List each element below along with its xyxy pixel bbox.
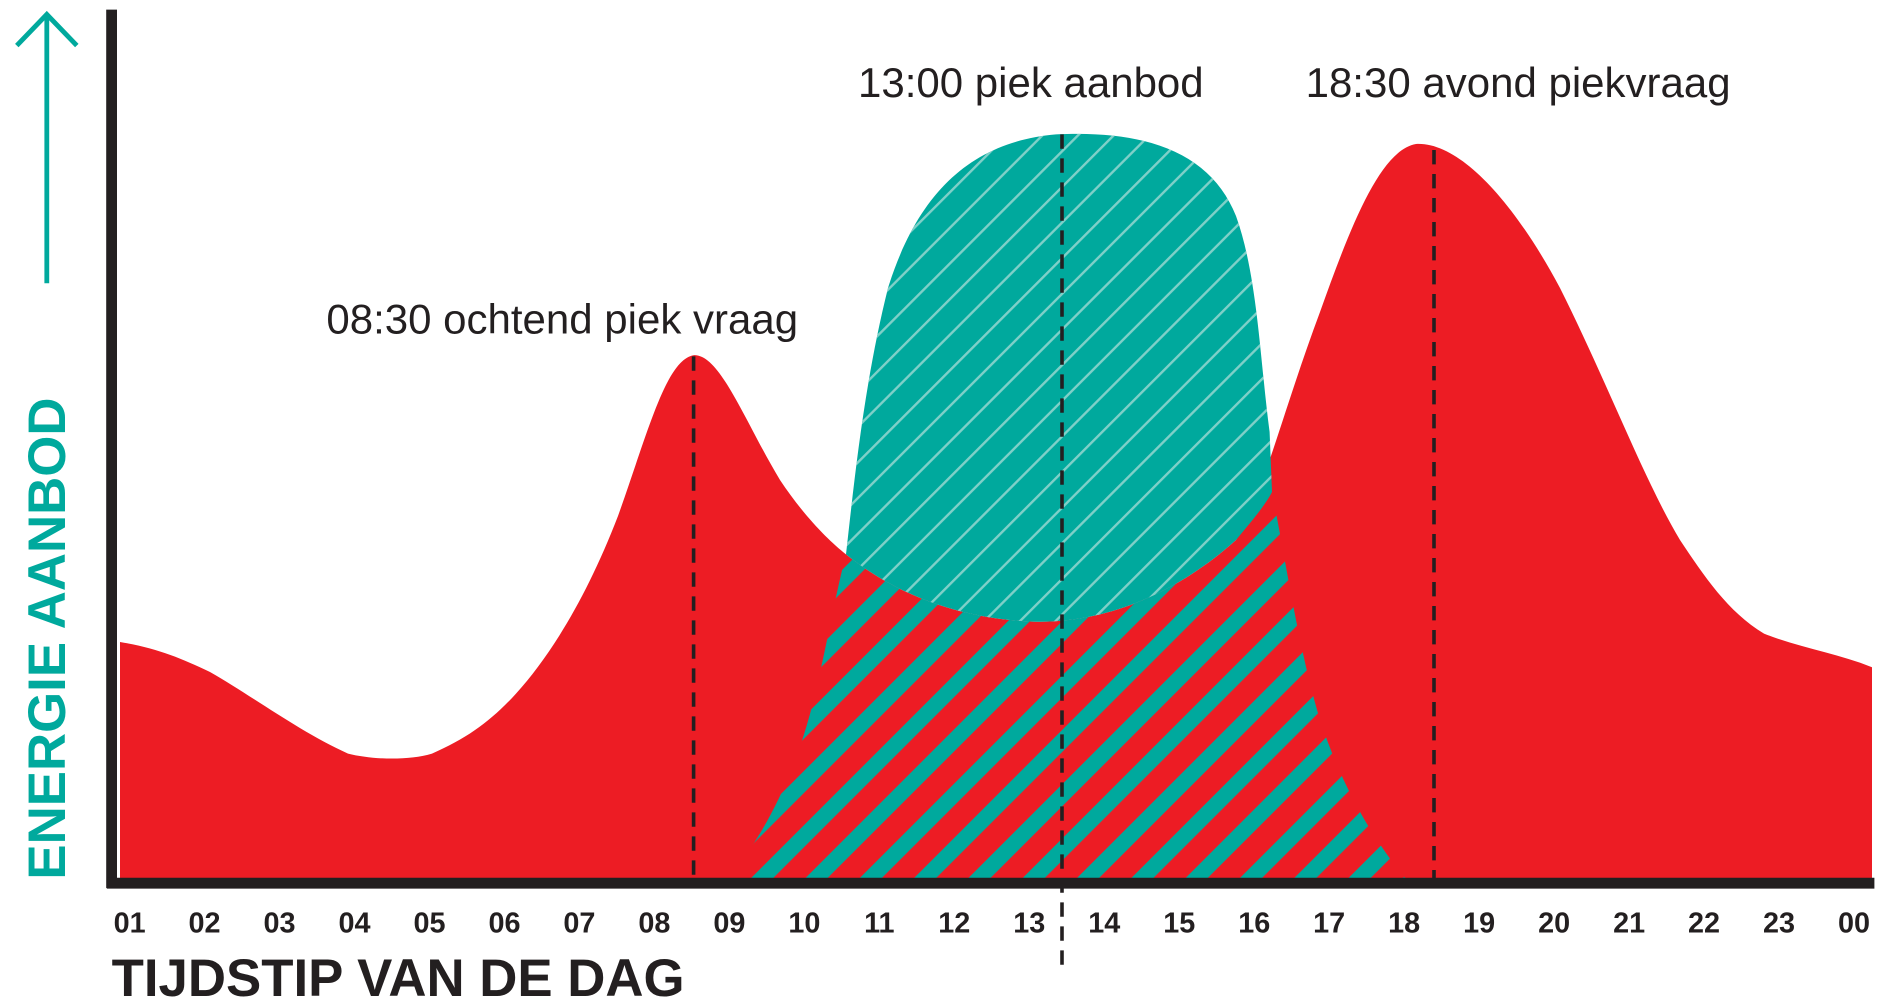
hour-labels: 01 02 03 04 05 06 07 08 09 10 11 12 13 14 15 16 17 18 19 20… [114,907,1870,939]
annotation: 13:00 piek aanbod [858,59,1204,106]
hour-label: 02 [189,907,221,939]
hour-label: 09 [713,907,745,939]
hour-label: 22 [1688,907,1720,939]
hour-label: 05 [413,907,445,939]
annotation: 08:30 ochtend piek vraag [326,296,798,343]
hour-label: 11 [864,907,894,939]
overlap-hatch [726,492,1407,880]
hour-label: 13 [1013,907,1045,939]
hour-label: 07 [563,907,595,939]
x-axis-label: TIJDSTIP VAN DE DAG [112,949,685,1001]
hour-label: 03 [264,907,296,939]
hour-label: 00 [1838,907,1870,939]
y-arrow-head [15,10,79,48]
hour-label: 20 [1538,907,1570,939]
supply-hatch [846,133,1272,622]
hour-label: 21 [1613,907,1645,939]
hour-label: 15 [1163,907,1195,939]
annotation: 18:30 avond piekvraag [1306,59,1731,106]
hour-label: 23 [1763,907,1795,939]
hour-label: 17 [1313,907,1345,939]
hour-label: 12 [938,907,970,939]
hour-label: 08 [638,907,670,939]
hour-label: 14 [1088,907,1120,939]
hour-label: 16 [1238,907,1270,939]
drawing: ENERGIE AANBOD 08:30 ochtend piek vraag … [15,9,1875,1001]
hour-label: 06 [488,907,520,939]
hour-label: 19 [1463,907,1495,939]
hour-label: 10 [788,907,820,939]
hour-label: 04 [339,907,371,939]
y-axis-label: ENERGIE AANBOD [18,398,77,880]
hour-label: 18 [1388,907,1420,939]
hour-label: 01 [114,907,146,939]
